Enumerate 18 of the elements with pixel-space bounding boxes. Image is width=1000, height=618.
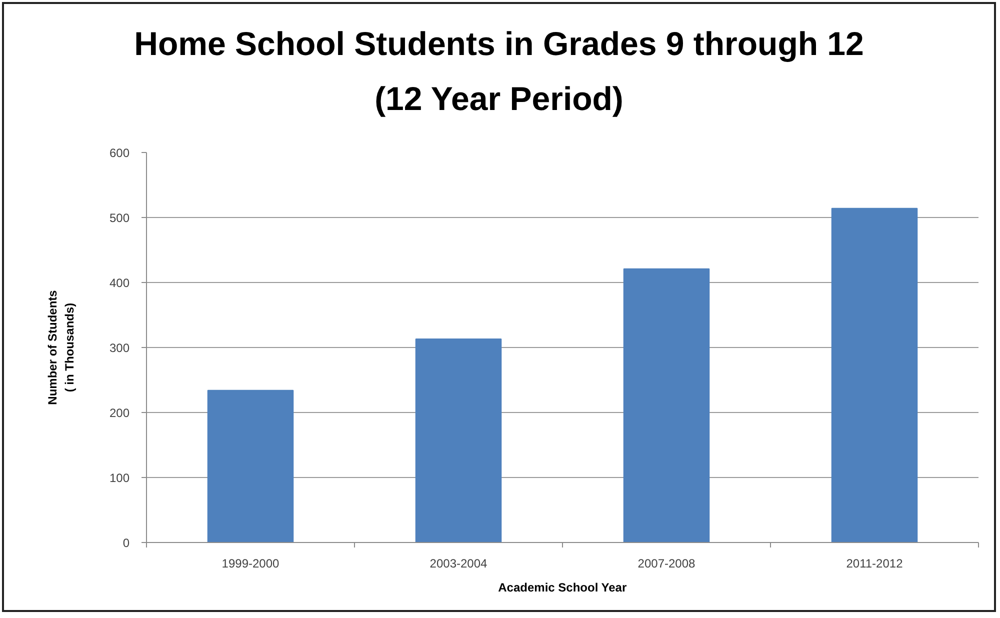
x-tick-label: 1999-2000 (222, 556, 280, 570)
bar (415, 338, 502, 542)
y-tick-label: 500 (109, 211, 130, 225)
y-tick-label: 600 (109, 146, 130, 160)
x-tick-label: 2003-2004 (430, 556, 488, 570)
chart-title: Home School Students in Grades 9 through 12 (12 Year Period) (134, 24, 864, 119)
bar (623, 268, 710, 542)
bar (831, 208, 918, 542)
y-tick-label: 100 (109, 471, 130, 485)
y-tick-label: 300 (109, 341, 130, 355)
y-tick-label: 0 (122, 536, 130, 550)
y-tick-label: 200 (109, 406, 130, 420)
x-tick-label: 2011-2012 (846, 556, 904, 570)
x-axis-title: Academic School Year (498, 580, 627, 594)
bar (207, 390, 294, 542)
x-tick-label: 2007-2008 (638, 556, 696, 570)
y-axis-title: Number of Students ( in Thousands) (46, 290, 76, 405)
y-tick-label: 400 (109, 276, 130, 290)
